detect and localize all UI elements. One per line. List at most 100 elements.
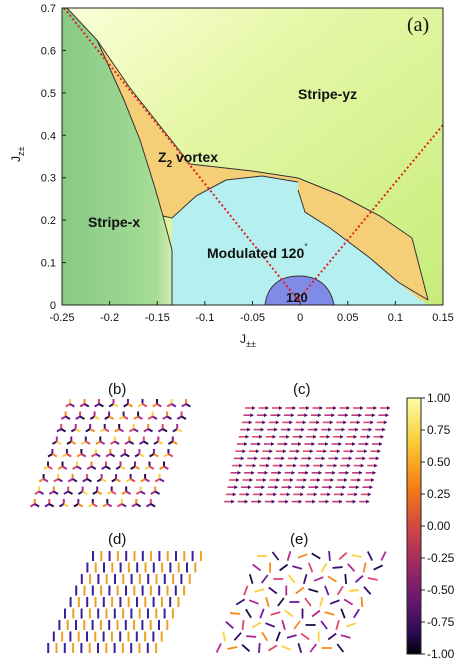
spin-arrow-head — [266, 463, 270, 468]
spin-arrow — [66, 453, 72, 458]
spin-arrow — [140, 478, 146, 483]
boundary-vortex-top — [96, 39, 429, 301]
spin-arrow — [167, 440, 174, 445]
spin-arrow-head — [320, 463, 324, 468]
spin-arrow — [257, 642, 261, 654]
spin-arrow — [149, 453, 155, 458]
spin-arrow-head — [251, 470, 255, 475]
spin-arrow — [336, 585, 344, 596]
spin-arrow-head — [330, 478, 334, 482]
spin-lattice-b — [29, 399, 191, 508]
spin-arrow — [121, 490, 127, 495]
spin-arrow — [275, 631, 281, 642]
spin-arrow-head — [341, 427, 345, 432]
spin-arrow — [159, 478, 165, 483]
spin-arrow-head — [301, 485, 305, 490]
spin-arrow — [75, 428, 81, 433]
x-axis-label: J±± — [240, 332, 256, 349]
spin-arrow — [63, 503, 69, 508]
spin-arrow-head — [296, 449, 300, 454]
spin-arrow-head — [348, 456, 352, 461]
y-tick-label: 0 — [50, 300, 56, 312]
phase-diagram: Stripe-yz Stripe-x Z2 vortex Modulated 1… — [9, 3, 454, 349]
x-tick-label: -0.05 — [240, 312, 265, 324]
spin-arrow — [96, 478, 103, 483]
spin-arrow — [87, 503, 94, 508]
spin-arrow — [327, 632, 337, 641]
spin-arrow — [268, 586, 278, 595]
spin-arrow — [166, 415, 172, 420]
spin-arrow — [152, 415, 158, 420]
spin-arrow — [260, 574, 269, 584]
x-tick-label: -0.2 — [100, 312, 119, 324]
spin-arrow — [163, 453, 169, 458]
spin-arrow — [109, 440, 116, 445]
spin-arrow — [95, 440, 101, 445]
spin-arrow-head — [271, 499, 275, 504]
spin-arrow-head — [340, 434, 344, 439]
spin-arrow — [248, 599, 259, 605]
spin-arrow-head — [242, 449, 246, 454]
spin-arrow-head — [257, 442, 261, 446]
spin-arrow-head — [271, 442, 274, 446]
spin-arrow — [89, 428, 96, 433]
spin-arrow — [354, 574, 364, 584]
y-axis-label: Jz± — [9, 147, 26, 163]
spin-arrow — [34, 490, 40, 495]
spin-arrow — [320, 620, 328, 630]
spin-arrow — [153, 440, 159, 445]
spin-arrow — [167, 453, 174, 458]
spin-arrow — [60, 415, 67, 420]
spin-arrow — [233, 632, 242, 641]
region-120 — [264, 275, 335, 305]
spin-arrow-head — [371, 478, 374, 482]
spin-arrow — [351, 554, 362, 558]
spin-arrow — [115, 465, 122, 470]
spin-arrow — [281, 619, 286, 631]
spin-arrow — [227, 646, 238, 650]
label-stripe-x: Stripe-x — [88, 214, 140, 230]
spin-arrow — [181, 415, 187, 420]
colorbar-gradient — [406, 397, 422, 655]
spin-arrow — [245, 608, 252, 619]
spin-arrow — [57, 465, 63, 470]
spin-arrow — [118, 415, 125, 420]
spin-arrow — [123, 403, 129, 408]
spin-arrow-head — [356, 420, 360, 425]
spin-arrow — [327, 575, 337, 583]
boundary-stripe-x — [66, 8, 173, 305]
spin-arrow-head — [236, 478, 239, 482]
spin-arrow — [62, 453, 68, 458]
spin-arrow-head — [294, 456, 298, 461]
spin-arrow — [157, 428, 164, 433]
label-modulated-120: Modulated 120° — [207, 242, 308, 261]
spin-arrow-head — [265, 406, 269, 410]
spin-arrow-head — [333, 406, 336, 410]
spin-arrow — [108, 415, 114, 420]
spin-arrow-head — [387, 406, 390, 410]
boundary-modulated — [162, 175, 299, 219]
spin-arrow — [297, 553, 308, 559]
spin-arrow-head — [380, 434, 384, 439]
spin-arrow-head — [259, 492, 263, 497]
spin-arrow — [51, 440, 58, 445]
spin-arrow — [34, 503, 40, 508]
spin-arrow — [265, 622, 276, 628]
spin-arrow — [53, 478, 59, 483]
spin-arrow-head — [252, 406, 255, 410]
spin-lattice-d — [47, 551, 202, 653]
spin-arrow — [261, 631, 269, 642]
spin-arrow-head — [365, 442, 369, 446]
spin-arrow — [118, 428, 125, 433]
spin-arrow — [319, 596, 324, 608]
spin-arrow — [137, 403, 144, 408]
spin-arrow — [94, 415, 100, 420]
spin-arrow-head — [367, 434, 371, 439]
spin-arrow-head — [269, 449, 273, 454]
spin-arrow-head — [273, 492, 277, 497]
spin-arrow — [43, 478, 49, 483]
spin-arrow-head — [346, 406, 350, 410]
spin-arrow-head — [315, 485, 319, 490]
spin-arrow — [153, 453, 159, 458]
spin-arrow-head — [304, 413, 308, 418]
